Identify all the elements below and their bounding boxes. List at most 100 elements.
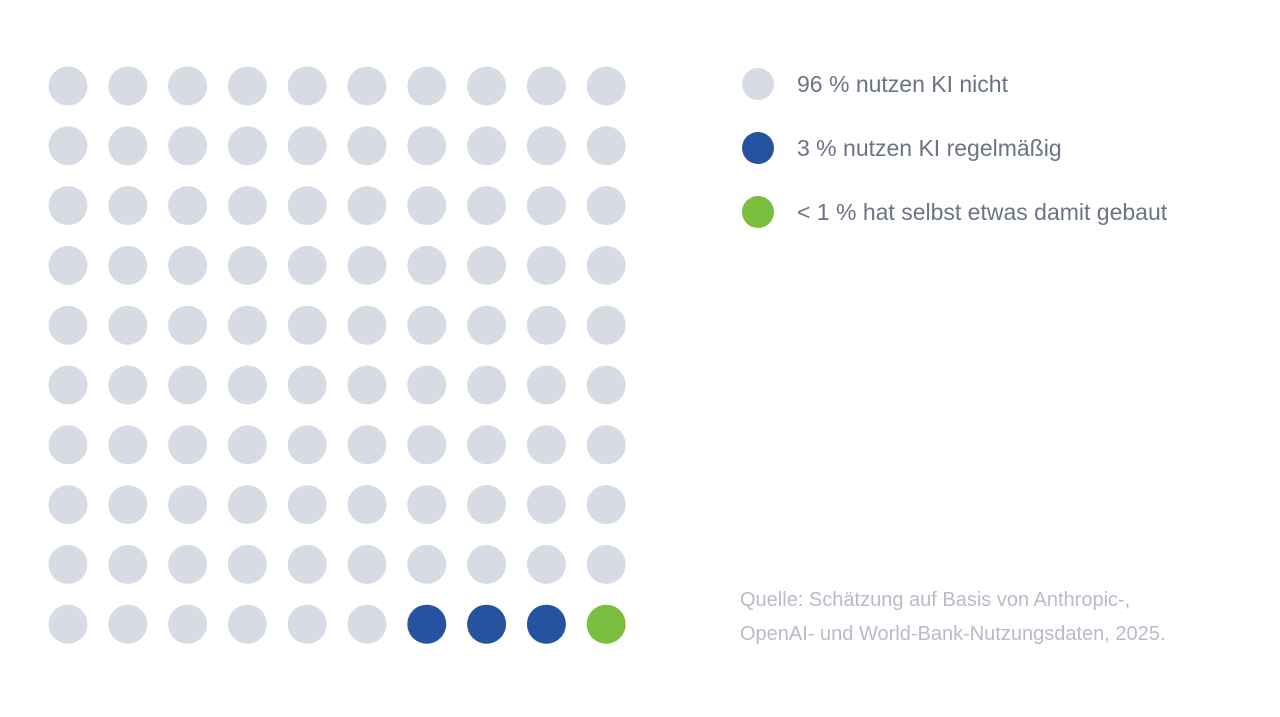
waffle-dot-not-using (48, 544, 88, 584)
waffle-dot-not-using (347, 604, 387, 644)
waffle-dot-regular-use (526, 604, 566, 644)
waffle-dot-not-using (48, 604, 88, 644)
waffle-dot-not-using (108, 544, 148, 584)
waffle-dot-not-using (467, 485, 507, 525)
waffle-dot-not-using (227, 66, 267, 106)
waffle-dot-not-using (586, 305, 626, 345)
waffle-dot-not-using (347, 66, 387, 106)
waffle-dot-not-using (227, 365, 267, 405)
waffle-dot-not-using (48, 245, 88, 285)
waffle-dot-not-using (108, 66, 148, 106)
legend-item-regular-use: 3 % nutzen KI regelmäßig (742, 128, 1167, 168)
waffle-dot-not-using (168, 604, 208, 644)
waffle-dot-not-using (287, 365, 327, 405)
waffle-dot-not-using (227, 305, 267, 345)
waffle-dot-not-using (467, 126, 507, 166)
waffle-dot-not-using (347, 485, 387, 525)
waffle-dot-not-using (407, 365, 447, 405)
waffle-dot-not-using (347, 305, 387, 345)
waffle-dot-not-using (168, 186, 208, 226)
waffle-dot-not-using (287, 544, 327, 584)
waffle-dot-not-using (467, 305, 507, 345)
waffle-dot-not-using (407, 186, 447, 226)
waffle-dot-not-using (48, 485, 88, 525)
legend-label-built-something: < 1 % hat selbst etwas damit gebaut (797, 198, 1168, 225)
waffle-dot-not-using (168, 66, 208, 106)
waffle-dot-not-using (227, 186, 267, 226)
waffle-dot-regular-use (467, 604, 507, 644)
waffle-dot-not-using (407, 544, 447, 584)
waffle-dot-not-using (48, 305, 88, 345)
waffle-dot-not-using (48, 186, 88, 226)
waffle-dot-not-using (586, 245, 626, 285)
legend-swatch-built-something (742, 196, 774, 228)
legend-label-regular-use: 3 % nutzen KI regelmäßig (797, 134, 1062, 161)
waffle-dot-not-using (287, 126, 327, 166)
source-line-2: OpenAI- und World-Bank-Nutzungsdaten, 20… (740, 623, 1166, 645)
waffle-dot-not-using (467, 66, 507, 106)
waffle-dot-not-using (287, 485, 327, 525)
waffle-dot-not-using (287, 305, 327, 345)
waffle-dot-not-using (108, 245, 148, 285)
waffle-dot-not-using (467, 425, 507, 465)
waffle-dot-not-using (48, 66, 88, 106)
source-line-1: Quelle: Schätzung auf Basis von Anthropi… (740, 589, 1131, 611)
waffle-dot-not-using (526, 305, 566, 345)
waffle-dot-not-using (586, 126, 626, 166)
waffle-dot-not-using (467, 544, 507, 584)
waffle-dot-not-using (526, 245, 566, 285)
waffle-dot-not-using (48, 425, 88, 465)
waffle-dot-built-something (586, 604, 626, 644)
source-note: Quelle: Schätzung auf Basis von Anthropi… (740, 583, 1260, 651)
waffle-dot-not-using (287, 245, 327, 285)
waffle-dot-not-using (347, 365, 387, 405)
waffle-dot-not-using (467, 365, 507, 405)
waffle-dot-not-using (526, 126, 566, 166)
waffle-dot-not-using (407, 485, 447, 525)
waffle-dot-not-using (287, 604, 327, 644)
waffle-dot-not-using (526, 365, 566, 405)
waffle-dot-not-using (227, 245, 267, 285)
legend-item-not-using: 96 % nutzen KI nicht (742, 64, 1167, 104)
waffle-dot-not-using (168, 305, 208, 345)
waffle-dot-not-using (227, 544, 267, 584)
waffle-dot-not-using (168, 126, 208, 166)
waffle-dot-not-using (407, 245, 447, 285)
waffle-dot-not-using (227, 126, 267, 166)
waffle-dot-not-using (168, 365, 208, 405)
waffle-dot-not-using (287, 425, 327, 465)
waffle-dot-not-using (48, 126, 88, 166)
waffle-dot-not-using (467, 245, 507, 285)
waffle-dot-not-using (586, 186, 626, 226)
waffle-dot-not-using (586, 365, 626, 405)
waffle-dot-not-using (108, 485, 148, 525)
waffle-dot-not-using (108, 305, 148, 345)
waffle-dot-not-using (526, 485, 566, 525)
waffle-dot-not-using (227, 425, 267, 465)
waffle-dot-not-using (347, 186, 387, 226)
waffle-dot-not-using (287, 66, 327, 106)
waffle-dot-not-using (467, 186, 507, 226)
waffle-dot-not-using (108, 425, 148, 465)
waffle-dot-not-using (347, 126, 387, 166)
legend-label-not-using: 96 % nutzen KI nicht (797, 70, 1008, 97)
waffle-dot-not-using (407, 66, 447, 106)
waffle-dot-not-using (48, 365, 88, 405)
waffle-dot-not-using (168, 245, 208, 285)
waffle-dot-not-using (526, 425, 566, 465)
waffle-chart (48, 66, 626, 644)
waffle-dot-not-using (407, 425, 447, 465)
waffle-dot-not-using (227, 485, 267, 525)
waffle-dot-not-using (407, 126, 447, 166)
waffle-dot-not-using (347, 425, 387, 465)
waffle-dot-regular-use (407, 604, 447, 644)
waffle-dot-not-using (227, 604, 267, 644)
legend: 96 % nutzen KI nicht 3 % nutzen KI regel… (742, 64, 1167, 256)
waffle-dot-not-using (168, 425, 208, 465)
waffle-dot-not-using (108, 365, 148, 405)
waffle-dot-not-using (526, 544, 566, 584)
waffle-dot-not-using (407, 305, 447, 345)
waffle-dot-not-using (526, 66, 566, 106)
legend-swatch-regular-use (742, 132, 774, 164)
waffle-dot-not-using (347, 245, 387, 285)
